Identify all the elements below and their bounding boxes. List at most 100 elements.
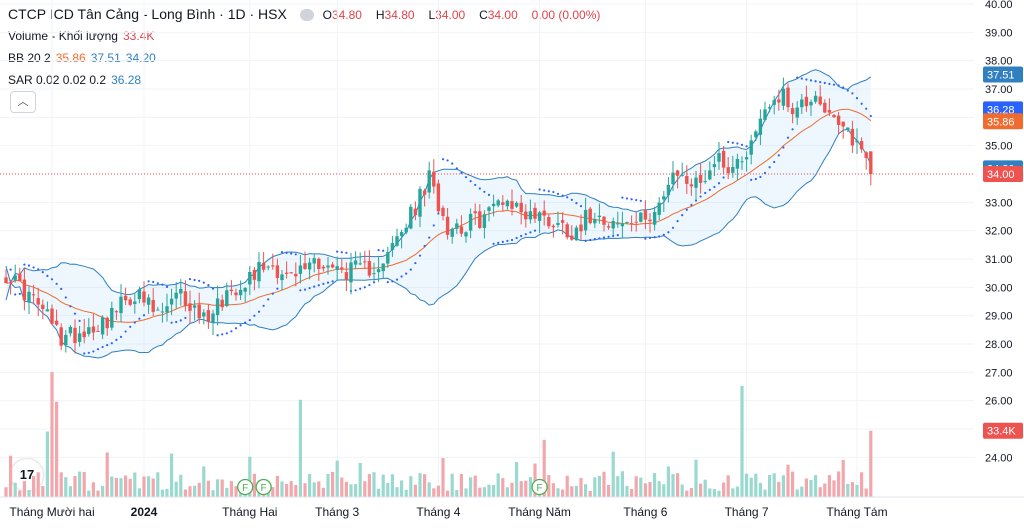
candle[interactable] — [284, 261, 289, 279]
candle[interactable] — [330, 261, 335, 269]
candle[interactable] — [100, 315, 105, 340]
candle[interactable] — [206, 304, 211, 329]
candle[interactable] — [50, 304, 54, 325]
candle[interactable] — [556, 211, 560, 228]
candle[interactable] — [298, 254, 303, 284]
candle[interactable] — [367, 250, 372, 278]
candle[interactable] — [455, 218, 459, 234]
candle[interactable] — [744, 151, 749, 172]
candle[interactable] — [735, 153, 740, 180]
candle[interactable] — [800, 93, 804, 115]
candle[interactable] — [409, 203, 413, 230]
candle[interactable] — [317, 257, 321, 281]
candle[interactable] — [836, 111, 841, 135]
candle[interactable] — [335, 256, 339, 281]
candle[interactable] — [22, 267, 27, 311]
candle[interactable] — [468, 208, 473, 239]
candle[interactable] — [169, 288, 174, 316]
candle[interactable] — [514, 201, 519, 208]
candle[interactable] — [841, 121, 845, 139]
candle[interactable] — [399, 229, 404, 249]
candle[interactable] — [27, 285, 31, 315]
candle[interactable] — [358, 252, 362, 266]
candle[interactable] — [376, 256, 381, 283]
candle[interactable] — [234, 288, 238, 301]
candle[interactable] — [73, 319, 77, 354]
candle[interactable] — [340, 258, 344, 274]
candle[interactable] — [280, 269, 284, 291]
candle[interactable] — [4, 269, 8, 284]
candle[interactable] — [215, 285, 220, 326]
candle[interactable] — [160, 302, 165, 323]
candle[interactable] — [349, 252, 353, 295]
candle[interactable] — [473, 203, 477, 225]
candle[interactable] — [767, 104, 772, 113]
fundamentals-marker[interactable] — [531, 478, 548, 496]
candle[interactable] — [289, 272, 293, 274]
candle[interactable] — [77, 325, 82, 347]
sar-legend[interactable]: SAR 0.02 0.02 0.2 36.28 — [8, 73, 146, 87]
candle[interactable] — [565, 222, 569, 240]
eye-icon[interactable] — [299, 9, 314, 22]
candle[interactable] — [31, 284, 36, 305]
candle[interactable] — [395, 228, 399, 247]
candle[interactable] — [795, 101, 799, 125]
candle[interactable] — [643, 200, 648, 230]
candle[interactable] — [179, 279, 183, 306]
candle[interactable] — [68, 325, 73, 337]
candle[interactable] — [257, 252, 261, 289]
candle[interactable] — [671, 161, 675, 192]
candle[interactable] — [432, 159, 436, 194]
candle[interactable] — [105, 316, 109, 336]
candle[interactable] — [804, 85, 809, 112]
candle[interactable] — [721, 145, 726, 175]
candle[interactable] — [758, 109, 763, 146]
candle[interactable] — [142, 281, 146, 307]
candle[interactable] — [133, 294, 137, 314]
candle[interactable] — [583, 197, 588, 236]
candle[interactable] — [809, 99, 813, 116]
candle[interactable] — [146, 294, 151, 314]
candle[interactable] — [639, 212, 643, 223]
candle[interactable] — [781, 77, 786, 111]
candle[interactable] — [156, 306, 160, 311]
candle[interactable] — [491, 194, 496, 217]
candle[interactable] — [344, 262, 349, 292]
candle[interactable] — [248, 266, 252, 296]
fundamentals-marker[interactable] — [255, 478, 272, 496]
candle[interactable] — [174, 282, 178, 309]
candle[interactable] — [91, 313, 96, 341]
candle[interactable] — [763, 101, 767, 122]
candle[interactable] — [386, 246, 390, 268]
candle[interactable] — [689, 178, 694, 196]
candle[interactable] — [749, 134, 753, 165]
candle[interactable] — [611, 217, 615, 236]
candle[interactable] — [8, 279, 13, 295]
candle[interactable] — [524, 204, 528, 228]
candle[interactable] — [703, 170, 707, 184]
candle[interactable] — [188, 290, 192, 324]
candle[interactable] — [41, 299, 45, 319]
candle[interactable] — [629, 215, 634, 232]
candle[interactable] — [813, 90, 818, 104]
candle[interactable] — [123, 287, 128, 306]
candle[interactable] — [694, 170, 698, 201]
candle[interactable] — [772, 95, 776, 115]
candle[interactable] — [114, 310, 119, 321]
candle[interactable] — [229, 280, 234, 296]
candle[interactable] — [64, 329, 68, 353]
candle[interactable] — [96, 324, 100, 332]
candle[interactable] — [818, 85, 822, 106]
candle[interactable] — [537, 210, 542, 233]
candle[interactable] — [680, 162, 684, 177]
candle[interactable] — [418, 186, 422, 228]
candle[interactable] — [606, 223, 611, 230]
candle[interactable] — [602, 216, 606, 232]
candle[interactable] — [275, 258, 280, 285]
candle[interactable] — [18, 267, 22, 282]
candle[interactable] — [202, 309, 206, 325]
candle[interactable] — [59, 323, 63, 351]
candle[interactable] — [211, 309, 215, 336]
candle[interactable] — [675, 169, 680, 189]
